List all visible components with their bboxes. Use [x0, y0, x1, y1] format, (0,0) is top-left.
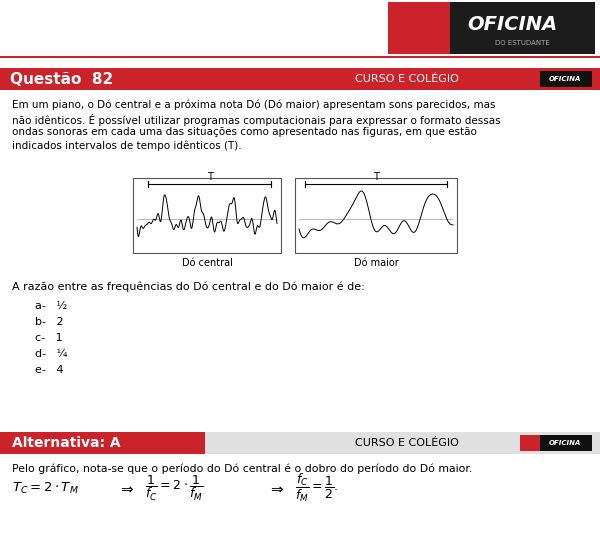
Text: Dó central: Dó central — [182, 258, 232, 268]
Text: OFICINA: OFICINA — [548, 440, 581, 446]
Text: $\dfrac{f_C}{f_M} = \dfrac{1}{2}.$: $\dfrac{f_C}{f_M} = \dfrac{1}{2}.$ — [295, 472, 338, 504]
Text: $\Rightarrow$: $\Rightarrow$ — [268, 481, 285, 496]
Bar — [520, 71, 592, 87]
Text: b-   2: b- 2 — [35, 317, 64, 327]
Text: indicados intervalos de tempo idênticos (T).: indicados intervalos de tempo idênticos … — [12, 140, 242, 151]
Text: CURSO E COLÉGIO: CURSO E COLÉGIO — [355, 74, 459, 84]
Text: $T_C = 2 \cdot T_M$: $T_C = 2 \cdot T_M$ — [12, 481, 79, 496]
Bar — [388, 2, 595, 54]
Text: A razão entre as frequências do Dó central e do Dó maior é de:: A razão entre as frequências do Dó centr… — [12, 281, 365, 291]
Text: Questão  82: Questão 82 — [10, 71, 113, 86]
Bar — [0, 68, 600, 90]
Text: Pelo gráfico, nota-se que o período do Dó central é o dobro do período do Dó mai: Pelo gráfico, nota-se que o período do D… — [12, 464, 472, 475]
Bar — [388, 2, 450, 54]
Text: $\Rightarrow$: $\Rightarrow$ — [118, 481, 135, 496]
Bar — [520, 435, 592, 451]
Bar — [0, 432, 600, 454]
Text: OFICINA: OFICINA — [548, 76, 581, 82]
Bar — [295, 178, 457, 253]
Text: T: T — [206, 172, 212, 182]
Bar — [133, 178, 281, 253]
Bar — [0, 56, 600, 58]
Text: CURSO E COLÉGIO: CURSO E COLÉGIO — [355, 438, 459, 448]
Text: $\dfrac{1}{f_C} = 2 \cdot \dfrac{1}{f_M}$: $\dfrac{1}{f_C} = 2 \cdot \dfrac{1}{f_M}… — [145, 473, 204, 502]
Text: e-   4: e- 4 — [35, 365, 64, 375]
Bar — [0, 432, 205, 454]
Bar — [520, 435, 540, 451]
Text: d-   ¼: d- ¼ — [35, 349, 67, 359]
Text: não idênticos. É possível utilizar programas computacionais para expressar o for: não idênticos. É possível utilizar progr… — [12, 114, 500, 125]
Text: ondas sonoras em cada uma das situações como apresentado nas figuras, em que est: ondas sonoras em cada uma das situações … — [12, 127, 477, 137]
Text: c-   1: c- 1 — [35, 333, 62, 343]
Text: Em um piano, o Dó central e a próxima nota Dó (Dó maior) apresentam sons parecid: Em um piano, o Dó central e a próxima no… — [12, 100, 496, 110]
Text: T: T — [373, 172, 379, 182]
Text: a-   ½: a- ½ — [35, 301, 67, 311]
Bar — [520, 71, 540, 87]
Text: DO ESTUDANTE: DO ESTUDANTE — [495, 40, 550, 46]
Text: OFICINA: OFICINA — [467, 16, 557, 35]
Text: Dó maior: Dó maior — [353, 258, 398, 268]
Text: Alternativa: A: Alternativa: A — [12, 436, 121, 450]
